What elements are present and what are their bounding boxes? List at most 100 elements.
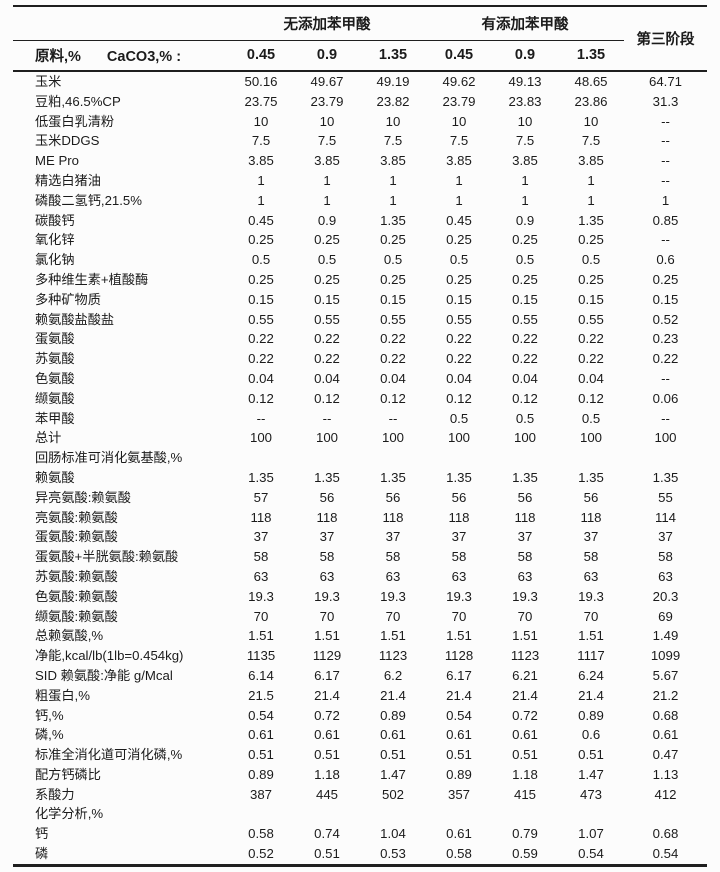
cell-value: 63 — [517, 568, 533, 584]
cell-value: 21.4 — [512, 687, 538, 703]
cell-value: 1.49 — [652, 628, 679, 644]
cell-value: 21.4 — [578, 687, 604, 703]
cell-value: 0.06 — [652, 390, 679, 406]
cell-value: 100 — [654, 430, 677, 446]
cell-value: 19.3 — [446, 588, 472, 604]
cell-value: 0.22 — [380, 351, 406, 367]
cell-value: 0.89 — [578, 707, 604, 723]
cell-value: 58 — [583, 549, 599, 565]
cell-value: 49.67 — [310, 74, 344, 89]
corner-cell — [13, 6, 228, 41]
cell-value: 100 — [447, 430, 470, 446]
cell-value: 0.51 — [314, 747, 340, 763]
cell-value: 1.35 — [578, 212, 604, 228]
row-label: 总计 — [35, 430, 62, 446]
cell-value: 0.79 — [512, 826, 538, 842]
cell-value: 0.22 — [512, 351, 538, 367]
cell-value: 0.52 — [248, 846, 274, 862]
section-label: 化学分析,% — [35, 806, 104, 822]
row-label: 粗蛋白,% — [35, 687, 90, 703]
cell-value: 0.54 — [248, 707, 274, 723]
row-label: 氯化钠 — [35, 252, 75, 268]
cell-value: 0.5 — [581, 252, 601, 268]
cell-value: 0.61 — [380, 727, 406, 743]
cell-value: 37 — [517, 529, 533, 545]
cell-value: 0.61 — [652, 727, 679, 743]
cell-value: 0.61 — [446, 826, 472, 842]
cell-value: 100 — [381, 430, 404, 446]
section-row: 化学分析,% — [13, 804, 707, 824]
cell-value: 57 — [253, 489, 269, 505]
cell-value: 118 — [514, 509, 536, 525]
cell-value — [294, 448, 360, 468]
cell-value: 1.51 — [446, 628, 472, 644]
cell-value: 19.3 — [314, 588, 340, 604]
cell-value: 3.85 — [578, 153, 604, 169]
cell-value: 0.47 — [652, 747, 679, 763]
cell-value: 1.35 — [314, 469, 340, 485]
cell-value: 56 — [517, 489, 533, 505]
level-header-2: 0.9 — [294, 40, 360, 72]
cell-value: 1.35 — [248, 469, 274, 485]
cell-value: 56 — [385, 489, 401, 505]
row-label: 净能,kcal/lb(1lb=0.454kg) — [35, 648, 184, 664]
table-row: 缬氨酸 0.12 0.12 0.12 0.12 0.12 0.12 0.06 — [13, 389, 707, 409]
cell-value — [624, 804, 707, 824]
table-row: 磷 0.52 0.51 0.53 0.58 0.59 0.54 0.54 — [13, 844, 707, 865]
cell-value: 1 — [323, 192, 331, 208]
cell-value: 357 — [447, 786, 470, 802]
cell-value: 473 — [579, 786, 602, 802]
cell-value: 0.22 — [446, 331, 472, 347]
cell-value: 1099 — [650, 648, 681, 664]
cell-value: 0.22 — [578, 351, 604, 367]
cell-value: 0.5 — [251, 252, 271, 268]
cell-value: 58 — [319, 549, 335, 565]
cell-value: 3.85 — [380, 153, 406, 169]
cell-value: 0.61 — [446, 727, 472, 743]
cell-value: 0.15 — [578, 291, 604, 307]
table-row: 赖氨酸盐酸盐 0.55 0.55 0.55 0.55 0.55 0.55 0.52 — [13, 310, 707, 330]
cell-value: 70 — [319, 608, 335, 624]
cell-value: 0.89 — [380, 707, 406, 723]
cell-value: 7.5 — [581, 133, 601, 149]
feed-formulation-table-wrap: 无添加苯甲酸 有添加苯甲酸 第三阶段 原料,% CaCO3,% : 0.45 0.… — [13, 5, 707, 867]
cell-value: -- — [322, 410, 332, 426]
cell-value: 0.25 — [578, 271, 604, 287]
cell-value: 0.58 — [248, 826, 274, 842]
cell-value: 0.55 — [314, 311, 340, 327]
row-label: ME Pro — [35, 153, 79, 169]
row-label: 总赖氨酸,% — [35, 628, 104, 644]
row-label: 配方钙磷比 — [35, 766, 101, 782]
cell-value: 56 — [319, 489, 335, 505]
cell-value: 6.14 — [248, 667, 274, 683]
cell-value: 1128 — [444, 648, 474, 664]
cell-value: 21.5 — [248, 687, 274, 703]
cell-value: 0.12 — [314, 390, 340, 406]
cell-value: 7.5 — [383, 133, 403, 149]
cell-value: -- — [661, 133, 670, 149]
cell-value: 0.6 — [581, 727, 601, 743]
cell-value: 1 — [587, 172, 595, 188]
feed-formulation-table: 无添加苯甲酸 有添加苯甲酸 第三阶段 原料,% CaCO3,% : 0.45 0.… — [13, 5, 707, 867]
cell-value: 0.5 — [317, 252, 337, 268]
cell-value: 63 — [583, 568, 599, 584]
cell-value: 63 — [253, 568, 269, 584]
cell-value: 0.61 — [314, 727, 340, 743]
cell-value: 0.22 — [314, 351, 340, 367]
cell-value: 387 — [249, 786, 272, 802]
table-row: 净能,kcal/lb(1lb=0.454kg) 1135 1129 1123 1128 1… — [13, 646, 707, 666]
cell-value: 0.04 — [314, 370, 340, 386]
cell-value: 0.6 — [656, 252, 675, 268]
row-label: 缬氨酸:赖氨酸 — [35, 608, 118, 624]
cell-value: 1.51 — [578, 628, 604, 644]
cell-value: -- — [661, 232, 670, 248]
cell-value: 0.22 — [652, 351, 679, 367]
cell-value: 19.3 — [512, 588, 538, 604]
cell-value: 0.51 — [314, 846, 340, 862]
level-header-1: 0.45 — [228, 40, 294, 72]
cell-value: 23.86 — [574, 93, 608, 109]
table-row: 系酸力 387 445 502 357 415 473 412 — [13, 785, 707, 805]
cell-value: 7.5 — [515, 133, 535, 149]
cell-value: -- — [661, 172, 670, 188]
cell-value: 1123 — [510, 648, 540, 664]
